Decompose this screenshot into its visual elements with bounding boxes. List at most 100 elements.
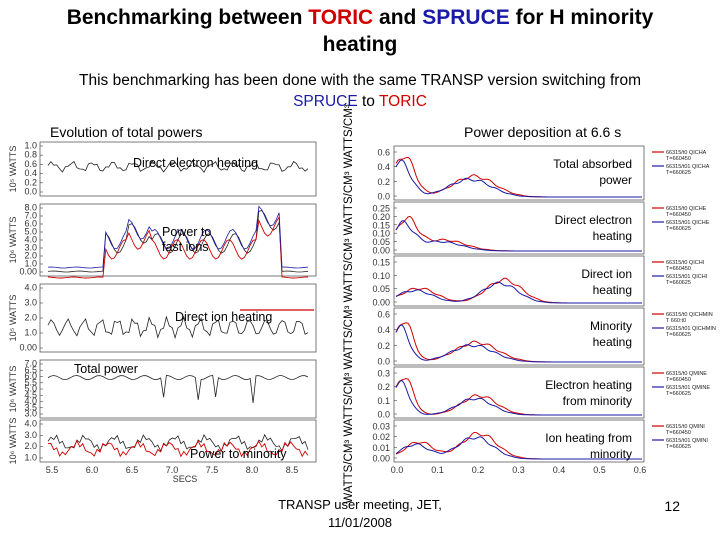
left-y-tick: 3.5 bbox=[24, 402, 37, 412]
left-y-tick: 1.0 bbox=[24, 259, 37, 269]
slide-subtitle: This benchmarking has been done with the… bbox=[0, 70, 720, 112]
left-y-tick: 4.0 bbox=[24, 235, 37, 245]
left-x-tick: 6.0 bbox=[86, 465, 99, 475]
right-trace-spruce bbox=[395, 324, 642, 363]
slide-title: Benchmarking between TORIC and SPRUCE fo… bbox=[0, 4, 720, 58]
right-y-tick: 0.2 bbox=[377, 177, 390, 187]
left-plot-label: Total power bbox=[74, 362, 138, 376]
right-y-tick: 0.10 bbox=[372, 229, 390, 239]
right-y-tick: 0.1 bbox=[377, 396, 390, 406]
right-y-tick: 0.6 bbox=[377, 148, 390, 158]
right-y-tick: 0.10 bbox=[372, 271, 390, 281]
left-y-tick: 0.00 bbox=[19, 267, 37, 277]
right-y-tick: 0.00 bbox=[372, 246, 390, 256]
left-y-tick: 3.0 bbox=[24, 430, 37, 440]
footer-line2: 11/01/2008 bbox=[327, 515, 393, 530]
right-plot-label: Ion heating from bbox=[545, 431, 632, 445]
left-x-axis-label: SECS bbox=[173, 474, 198, 484]
left-y-tick: 1.0 bbox=[24, 453, 37, 463]
title-line2: heating bbox=[322, 33, 398, 56]
right-plot-label: Electron heating bbox=[545, 378, 632, 392]
legend-entry: T=660450 bbox=[666, 377, 691, 383]
legend-entry: T 660:t0 bbox=[666, 318, 686, 324]
subtitle-spruce: SPRUCE bbox=[293, 93, 358, 110]
left-y-unit: 10⁵ WATTS bbox=[8, 146, 18, 193]
legend-entry: T=660625 bbox=[666, 280, 691, 286]
right-y-tick: 0.3 bbox=[377, 369, 390, 379]
right-y-tick: 0.15 bbox=[372, 258, 390, 268]
left-trace-a bbox=[47, 315, 309, 340]
right-y-tick: 0.4 bbox=[377, 325, 390, 335]
right-x-tick: 0.6 bbox=[634, 465, 647, 475]
legend-entry: T=660450 bbox=[666, 266, 691, 272]
title-toric: TORIC bbox=[308, 6, 374, 29]
right-x-tick: 0.4 bbox=[553, 465, 566, 475]
legend-entry: 66315/t01 QMINE bbox=[666, 385, 710, 391]
legend-entry: T=660625 bbox=[666, 332, 691, 338]
left-y-tick: 0.2 bbox=[24, 177, 37, 187]
left-y-tick: 6.0 bbox=[24, 371, 37, 381]
legend-entry: T=660450 bbox=[666, 430, 691, 436]
right-y-tick: 0.2 bbox=[377, 382, 390, 392]
left-y-tick: 5.0 bbox=[24, 384, 37, 394]
left-y-unit: 10⁶ WATTS bbox=[8, 217, 18, 264]
right-plot-label: Total absorbed bbox=[553, 157, 632, 171]
left-y-tick: 0.6 bbox=[24, 159, 37, 169]
left-y-tick: 0.0 bbox=[24, 187, 37, 197]
legend-entry: 66315/t01 QMINI bbox=[666, 438, 708, 444]
legend-entry: T=660450 bbox=[666, 212, 691, 218]
right-y-tick: 0.05 bbox=[372, 237, 390, 247]
left-y-tick: 1.0 bbox=[24, 141, 37, 151]
right-plot-label-line2: heating bbox=[593, 283, 632, 297]
left-y-tick: 4.0 bbox=[24, 283, 37, 293]
left-y-tick: 7.0 bbox=[24, 359, 37, 369]
legend-entry: 66315/t0 QICHMIN bbox=[666, 312, 713, 318]
right-x-tick: 0.5 bbox=[593, 465, 606, 475]
right-x-tick: 0.3 bbox=[512, 465, 525, 475]
subtitle-line1: This benchmarking has been done with the… bbox=[78, 72, 641, 89]
left-trace-toric bbox=[47, 439, 309, 458]
right-y-tick: 0.6 bbox=[377, 310, 390, 320]
right-trace-spruce bbox=[395, 159, 642, 198]
right-trace-spruce bbox=[395, 281, 642, 304]
left-x-tick: 7.0 bbox=[166, 465, 179, 475]
left-y-tick: 5.0 bbox=[24, 227, 37, 237]
legend-entry: 66315/t0 QICHI bbox=[666, 260, 705, 266]
right-trace-spruce bbox=[395, 380, 642, 416]
right-y-tick: 0.02 bbox=[372, 432, 390, 442]
left-plot-frame bbox=[39, 419, 317, 463]
title-suffix: for H minority bbox=[509, 6, 654, 29]
legend-entry: T=660450 bbox=[666, 156, 691, 162]
left-y-unit: 10⁶ WATTS bbox=[8, 418, 18, 465]
right-plot-label: Direct ion bbox=[581, 267, 632, 281]
page-number: 12 bbox=[664, 498, 680, 514]
left-trace-spruce bbox=[47, 205, 309, 269]
left-y-tick: 3.0 bbox=[24, 243, 37, 253]
right-y-tick: 0.2 bbox=[377, 341, 390, 351]
left-plot-label: Power to minority bbox=[190, 447, 287, 461]
footer: TRANSP user meeting, JET, 11/01/2008 bbox=[232, 496, 488, 532]
left-y-tick: 3.0 bbox=[24, 409, 37, 419]
right-plot-frame bbox=[393, 145, 645, 201]
legend-entry: 66315/t01 QICHI bbox=[666, 274, 708, 280]
right-plot-label: Minority bbox=[590, 319, 632, 333]
right-plot-label-line2: power bbox=[599, 173, 632, 187]
right-y-tick: 0.15 bbox=[372, 220, 390, 230]
left-y-tick: 3.0 bbox=[24, 298, 37, 308]
right-panel-title: Power deposition at 6.6 s bbox=[464, 124, 622, 140]
right-y-tick: 0.01 bbox=[372, 443, 390, 453]
left-y-tick: 0.00 bbox=[19, 343, 37, 353]
right-plot-label-line2: minority bbox=[590, 447, 632, 461]
left-panel-title: Evolution of total powers bbox=[50, 124, 203, 140]
left-y-tick: 4.5 bbox=[24, 390, 37, 400]
legend-entry: 66315/t01 QICHE bbox=[666, 220, 710, 226]
legend-entry: 66315/t01 QICHMIN bbox=[666, 326, 716, 332]
right-x-tick: 0.2 bbox=[472, 465, 485, 475]
footer-line1: TRANSP user meeting, JET, bbox=[278, 497, 442, 512]
left-trace-a bbox=[47, 375, 309, 404]
right-trace-spruce bbox=[395, 436, 642, 460]
left-y-tick: 8.0 bbox=[24, 203, 37, 213]
subtitle-toric: TORIC bbox=[378, 93, 427, 110]
left-y-tick: 4.0 bbox=[24, 396, 37, 406]
left-x-tick: 5.5 bbox=[46, 465, 59, 475]
